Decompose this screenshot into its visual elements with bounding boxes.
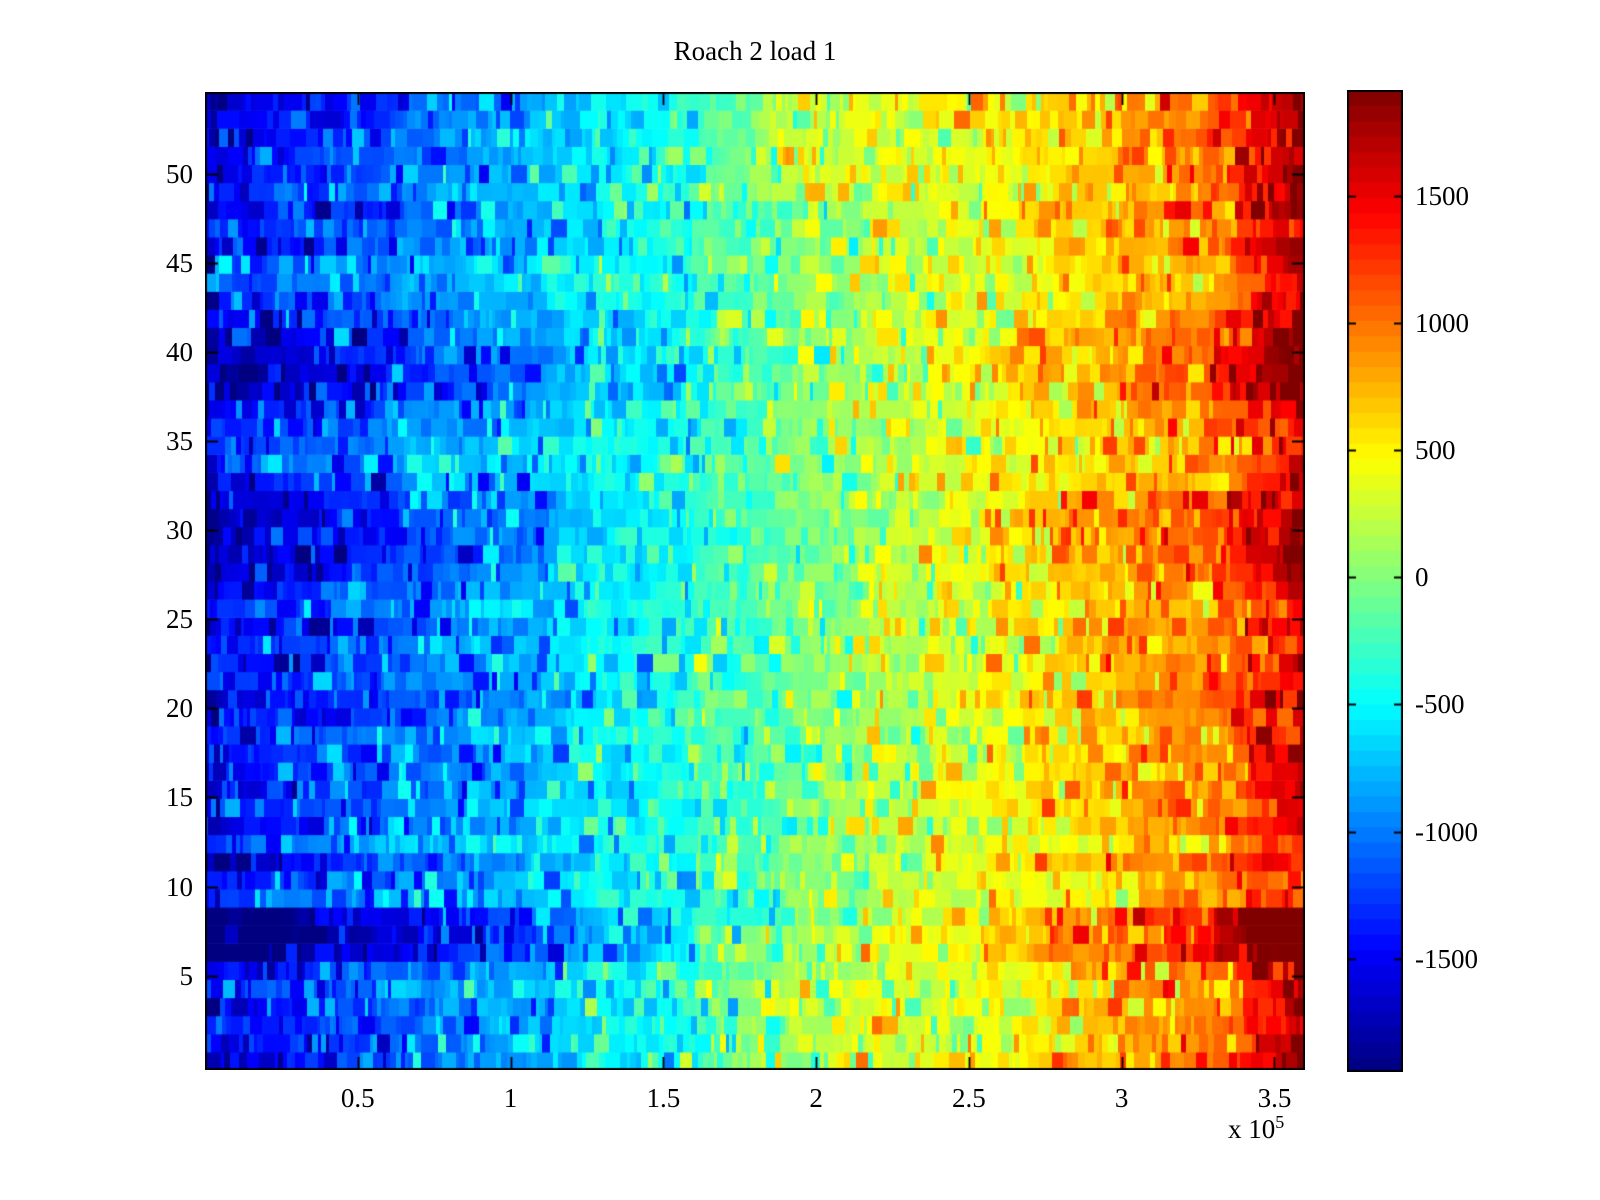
- colorbar-tick-label: 1000: [1415, 307, 1469, 338]
- x-tick-label: 0.5: [340, 1083, 375, 1113]
- colorbar-tick-label: -1000: [1415, 816, 1478, 847]
- y-tick-label: 45: [166, 248, 193, 279]
- y-tick-label: 5: [179, 960, 194, 991]
- colorbar-tick-label: -1500: [1415, 943, 1478, 974]
- colorbar-canvas: [1347, 90, 1403, 1072]
- y-tick-label: 50: [166, 158, 193, 189]
- x-tick-label: 3.5: [1257, 1083, 1292, 1113]
- y-tick-label: 20: [166, 693, 193, 724]
- x-tick-label: 1.5: [646, 1083, 681, 1113]
- exponent-power: 5: [1275, 1112, 1285, 1132]
- y-tick-label: 15: [166, 782, 193, 813]
- colorbar-tick-label: 1500: [1415, 180, 1469, 211]
- heatmap-canvas: [205, 92, 1305, 1070]
- y-tick-label: 30: [166, 515, 193, 546]
- colorbar-tick-label: 0: [1415, 562, 1429, 593]
- chart-title: Roach 2 load 1: [673, 36, 837, 66]
- x-tick-label: 2.5: [952, 1083, 986, 1113]
- colorbar-tick-label: 500: [1415, 434, 1456, 465]
- y-tick-label: 10: [166, 871, 193, 902]
- y-tick-label: 35: [166, 426, 193, 457]
- x-tick-label: 2: [809, 1083, 823, 1113]
- colorbar-tick-label: -500: [1415, 689, 1465, 720]
- x-tick-label: 3: [1114, 1083, 1129, 1113]
- y-tick-label: 40: [166, 337, 193, 368]
- y-tick-label: 25: [166, 604, 193, 635]
- x-axis-exponent-label: x 105: [1228, 1112, 1284, 1145]
- exponent-base: x 10: [1228, 1114, 1276, 1144]
- x-tick-label: 1: [503, 1083, 518, 1113]
